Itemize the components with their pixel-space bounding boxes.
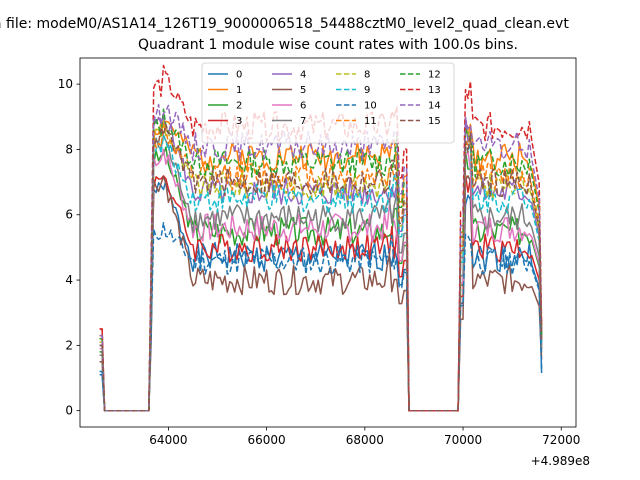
series-line-3: [99, 173, 543, 412]
legend-label-12: 12: [428, 70, 441, 81]
x-axis: 64000 66000 68000 70000 72000: [149, 427, 580, 447]
series-line-5: [99, 175, 543, 412]
legend-label-1: 1: [236, 85, 242, 96]
x-tick-label: 68000: [346, 433, 384, 447]
legend-label-9: 9: [364, 85, 370, 96]
legend-label-11: 11: [364, 116, 377, 127]
legend-label-4: 4: [300, 70, 306, 81]
legend-label-14: 14: [428, 101, 441, 112]
legend-label-13: 13: [428, 85, 441, 96]
chart-title: Quadrant 1 module wise count rates with …: [138, 37, 518, 53]
plot-frame: [79, 57, 577, 428]
legend-label-8: 8: [364, 70, 370, 81]
series-line-7: [99, 134, 543, 412]
x-tick-label: 66000: [248, 433, 286, 447]
legend-label-5: 5: [300, 85, 306, 96]
series-line-10: [99, 221, 543, 412]
x-tick-label: 70000: [444, 433, 482, 447]
legend-box: [201, 62, 455, 144]
series-lines: [99, 64, 543, 412]
x-tick-label: 64000: [149, 433, 187, 447]
series-line-15: [99, 123, 543, 412]
series-line-12: [99, 108, 543, 412]
legend-label-7: 7: [300, 116, 306, 127]
figure-suptitle: a file: modeM0/AS1A14_126T19_9000006518_…: [0, 16, 569, 32]
y-tick-label: 8: [65, 142, 73, 156]
y-tick-label: 2: [65, 338, 73, 352]
y-tick-label: 6: [65, 208, 73, 222]
legend-label-6: 6: [300, 101, 306, 112]
x-offset-label: +4.989e8: [531, 454, 590, 468]
y-tick-label: 4: [65, 273, 73, 287]
legend-label-2: 2: [236, 101, 242, 112]
legend-label-10: 10: [364, 101, 377, 112]
y-tick-label: 10: [58, 77, 73, 91]
series-line-0: [99, 179, 543, 412]
y-axis: 0 2 4 6 8 10: [58, 77, 80, 418]
x-tick-label: 72000: [542, 433, 580, 447]
legend-label-0: 0: [236, 70, 242, 81]
y-tick-label: 0: [65, 404, 73, 418]
legend-label-15: 15: [428, 116, 441, 127]
legend-label-3: 3: [236, 116, 242, 127]
